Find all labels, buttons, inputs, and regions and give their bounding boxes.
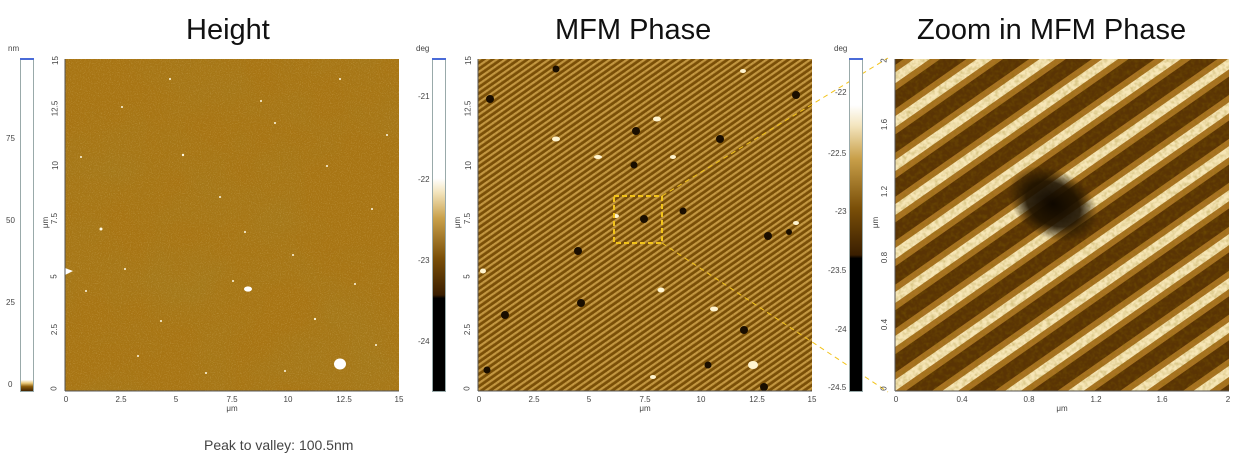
- height-ytick: 10: [50, 161, 60, 170]
- zoom-cb-tick: -24.5: [828, 383, 847, 392]
- mfm-xtick: 15: [807, 395, 817, 404]
- height-image: [65, 59, 399, 391]
- height-xtick: 0: [63, 395, 69, 404]
- height-ytick: 2.5: [50, 323, 60, 336]
- mfm-cb-tick: -24: [418, 337, 430, 346]
- mfm-colorbar-unit: deg: [416, 44, 430, 53]
- mfm-x-axis-label: μm: [639, 404, 651, 413]
- zoom-ytick: 0.4: [880, 318, 890, 331]
- zoom-region-box: [613, 195, 663, 244]
- mfm-y-axis-label: μm: [453, 216, 463, 229]
- zoom-xtick: 2: [1225, 395, 1231, 404]
- mfm-axes: [477, 59, 812, 392]
- zoom-colorbar: [849, 58, 863, 392]
- height-xtick: 7.5: [226, 395, 238, 404]
- zoom-mfm-phase-image: [895, 59, 1229, 391]
- mfm-xtick: 5: [586, 395, 592, 404]
- height-ytick: 0: [49, 386, 59, 391]
- zoom-cb-tick: -23.5: [828, 266, 847, 275]
- zoom-cb-tick: -22.5: [828, 149, 847, 158]
- height-ytick: 5: [49, 274, 59, 279]
- zoom-xtick: 0.8: [1023, 395, 1035, 404]
- zoom-mfm-phase-title: Zoom in MFM Phase: [917, 14, 1187, 46]
- mfm-xtick: 2.5: [528, 395, 540, 404]
- mfm-xtick: 0: [476, 395, 482, 404]
- height-colorbar: [20, 58, 34, 392]
- mfm-ytick: 5: [462, 274, 472, 279]
- mfm-xtick: 7.5: [639, 395, 651, 404]
- mfm-xtick: 10: [696, 395, 706, 404]
- height-axes: [64, 59, 399, 392]
- height-xtick: 2.5: [115, 395, 127, 404]
- zoom-defect-spot: [1008, 166, 1098, 242]
- mfm-ytick: 10: [463, 161, 473, 170]
- mfm-phase-title: MFM Phase: [555, 14, 712, 46]
- zoom-cb-tick: -24: [835, 325, 847, 334]
- peak-to-valley-caption: Peak to valley: 100.5nm: [204, 437, 354, 453]
- zoom-cb-tick: -22: [835, 88, 847, 97]
- height-ytick: 12.5: [50, 100, 60, 117]
- zoom-x-axis-label: μm: [1056, 404, 1068, 413]
- mfm-cb-tick: -22: [418, 175, 430, 184]
- height-ytick: 7.5: [50, 212, 60, 225]
- height-colorbar-unit: nm: [8, 44, 20, 53]
- zoom-xtick: 1.6: [1156, 395, 1168, 404]
- height-cb-tick-25: 25: [6, 298, 15, 307]
- height-xtick: 12.5: [336, 395, 352, 404]
- mfm-xtick: 12.5: [749, 395, 765, 404]
- height-particles: [80, 78, 388, 374]
- zoom-ytick: 1.6: [880, 118, 890, 131]
- zoom-ytick: 2: [879, 58, 889, 63]
- zoom-colorbar-unit: deg: [834, 44, 848, 53]
- zoom-xtick: 0: [893, 395, 899, 404]
- mfm-ytick: 12.5: [463, 100, 473, 117]
- height-x-axis-label: μm: [226, 404, 238, 413]
- mfm-cb-tick: -23: [418, 256, 430, 265]
- mfm-colorbar: [432, 58, 446, 392]
- zoom-ytick: 1.2: [880, 185, 890, 198]
- height-title: Height: [186, 14, 270, 46]
- height-xtick: 5: [173, 395, 179, 404]
- zoom-ytick: 0: [879, 386, 889, 391]
- mfm-ytick: 2.5: [463, 323, 473, 336]
- mfm-cb-tick: -21: [418, 92, 430, 101]
- mfm-ytick: 15: [463, 56, 473, 65]
- zoom-ytick: 0.8: [880, 251, 890, 264]
- zoom-y-axis-label: μm: [871, 216, 881, 229]
- height-cb-tick-50: 50: [6, 216, 15, 225]
- height-ytick: 15: [50, 56, 60, 65]
- zoom-axes: [894, 59, 1229, 392]
- zoom-cb-tick: -23: [835, 207, 847, 216]
- height-y-axis-label: μm: [41, 216, 51, 229]
- height-cb-tick-0: 0: [8, 380, 13, 389]
- height-xtick: 10: [283, 395, 293, 404]
- height-cb-tick-75: 75: [6, 134, 15, 143]
- zoom-xtick: 1.2: [1090, 395, 1102, 404]
- mfm-ytick: 0: [462, 386, 472, 391]
- mfm-ytick: 7.5: [463, 212, 473, 225]
- zoom-xtick: 0.4: [956, 395, 968, 404]
- height-xtick: 15: [394, 395, 404, 404]
